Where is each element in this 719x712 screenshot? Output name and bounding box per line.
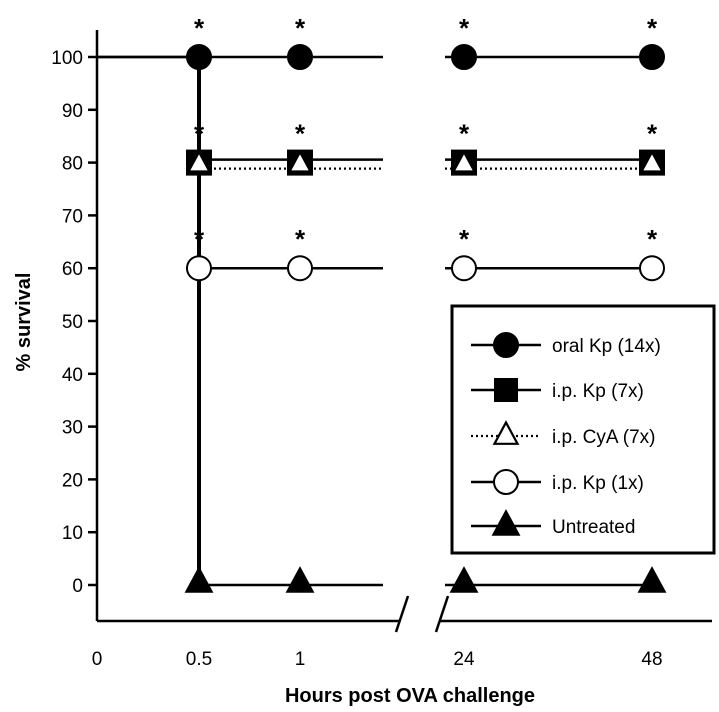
significance-star: * [194, 119, 205, 149]
y-tick-label: 20 [62, 470, 83, 491]
y-tick-label: 90 [62, 101, 83, 122]
legend-label: i.p. Kp (7x) [552, 381, 644, 402]
x-tick-label: 24 [453, 649, 475, 670]
significance-markers: * * * * * * * * * * * * [194, 13, 658, 254]
data-point-marker [184, 566, 214, 593]
legend-marker [491, 509, 521, 536]
data-point-marker [186, 149, 212, 173]
axis-break-mark [394, 595, 410, 633]
y-tick-label: 40 [62, 365, 83, 386]
significance-star: * [295, 224, 306, 254]
data-point-marker [287, 149, 313, 173]
significance-star: * [295, 13, 306, 43]
data-point-marker [639, 149, 665, 173]
legend-marker [493, 332, 519, 358]
data-point-marker [285, 566, 315, 593]
y-tick-label: 0 [72, 576, 83, 597]
x-tick-label: 48 [641, 649, 662, 670]
legend-label: oral Kp (14x) [552, 336, 661, 357]
significance-star: * [647, 13, 658, 43]
significance-star: * [295, 119, 306, 149]
significance-star: * [459, 13, 470, 43]
legend: oral Kp (14x) i.p. Kp (7x) i.p. CyA (7x) i.… [450, 304, 716, 555]
y-tick-label: 100 [51, 48, 83, 69]
data-point-marker [186, 255, 212, 282]
axis-break-mark [434, 595, 450, 633]
data-point-marker [637, 566, 667, 593]
data-point-marker [639, 255, 665, 282]
y-tick-label: 30 [62, 418, 83, 439]
significance-star: * [459, 224, 470, 254]
y-tick-label: 50 [62, 312, 83, 333]
data-point-marker [287, 255, 313, 282]
legend-marker [494, 378, 518, 402]
x-axis-title: Hours post OVA challenge [285, 685, 535, 707]
data-point-marker [451, 149, 477, 173]
data-point-marker [287, 44, 313, 70]
legend-label: i.p. CyA (7x) [552, 427, 655, 448]
legend-marker [493, 469, 519, 495]
significance-star: * [194, 224, 205, 254]
y-tick-label: 80 [62, 154, 83, 175]
significance-star: * [194, 13, 205, 43]
significance-star: * [647, 119, 658, 149]
x-tick-label: 0 [92, 649, 103, 670]
x-tick-label: 1 [295, 649, 306, 670]
y-tick-label: 70 [62, 206, 83, 227]
y-tick-label: 60 [62, 259, 83, 280]
data-point-marker [639, 44, 665, 70]
y-axis-title: % survival [13, 273, 35, 372]
legend-marker [492, 420, 520, 445]
significance-star: * [459, 119, 470, 149]
axes: 0 10 20 30 40 50 60 70 80 90 100 0 0.5 1 24 48 [51, 30, 712, 670]
legend-label: Untreated [552, 517, 635, 538]
significance-star: * [647, 224, 658, 254]
data-markers [184, 44, 667, 593]
data-point-marker [451, 255, 477, 282]
data-point-marker [449, 566, 479, 593]
data-point-marker [451, 44, 477, 70]
y-tick-label: 10 [62, 523, 83, 544]
data-point-marker [186, 44, 212, 70]
x-tick-label: 0.5 [186, 649, 212, 670]
legend-label: i.p. Kp (1x) [552, 473, 644, 494]
